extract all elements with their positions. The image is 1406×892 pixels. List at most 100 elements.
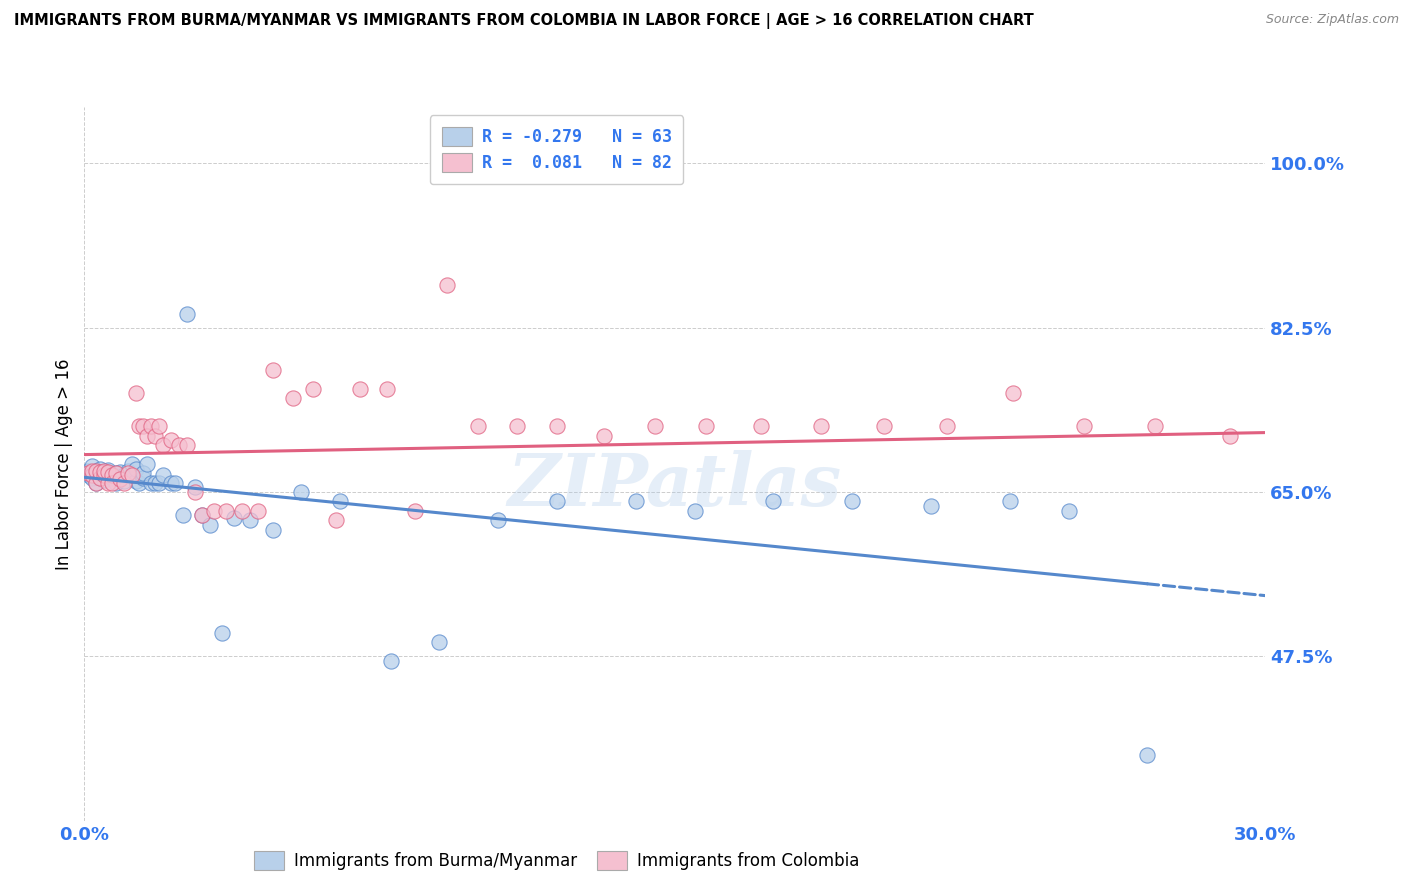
Point <box>810 419 832 434</box>
Point <box>486 513 509 527</box>
Point <box>112 468 135 483</box>
Point <box>301 382 323 396</box>
Point <box>82 458 104 473</box>
Point <box>191 508 214 523</box>
Point <box>349 382 371 396</box>
Point <box>404 504 426 518</box>
Point <box>132 419 155 434</box>
Point <box>124 386 146 401</box>
Point <box>82 464 104 478</box>
Point <box>77 468 100 483</box>
Point <box>97 475 120 490</box>
Point <box>644 419 666 434</box>
Point <box>112 475 135 490</box>
Point <box>211 625 233 640</box>
Point <box>506 419 529 434</box>
Point <box>124 474 146 488</box>
Point <box>593 428 616 442</box>
Point <box>751 419 773 434</box>
Point <box>141 419 163 434</box>
Point <box>176 307 198 321</box>
Point <box>1144 419 1167 434</box>
Point <box>176 438 198 452</box>
Point <box>93 467 115 481</box>
Point <box>202 504 225 518</box>
Point <box>998 494 1021 508</box>
Text: IMMIGRANTS FROM BURMA/MYANMAR VS IMMIGRANTS FROM COLOMBIA IN LABOR FORCE | AGE >: IMMIGRANTS FROM BURMA/MYANMAR VS IMMIGRA… <box>14 13 1033 29</box>
Point <box>222 511 245 525</box>
Point <box>128 419 150 434</box>
Point <box>84 475 107 490</box>
Point <box>121 457 143 471</box>
Point <box>935 419 957 434</box>
Point <box>683 504 706 518</box>
Point <box>427 635 450 649</box>
Point <box>380 654 402 668</box>
Point <box>1136 747 1159 762</box>
Point <box>132 471 155 485</box>
Point <box>183 480 205 494</box>
Point <box>104 467 127 481</box>
Point <box>239 513 262 527</box>
Point <box>93 473 115 487</box>
Point <box>160 475 183 490</box>
Point <box>97 463 120 477</box>
Point <box>117 467 139 481</box>
Y-axis label: In Labor Force | Age > 16: In Labor Force | Age > 16 <box>55 358 73 570</box>
Point <box>89 471 111 485</box>
Point <box>82 467 104 481</box>
Point <box>1219 428 1241 442</box>
Point <box>167 438 190 452</box>
Point <box>160 434 183 448</box>
Point <box>467 419 489 434</box>
Point <box>84 465 107 479</box>
Point <box>108 471 131 485</box>
Point <box>84 468 107 483</box>
Point <box>132 467 155 481</box>
Point <box>325 513 347 527</box>
Point <box>136 428 159 442</box>
Point <box>82 468 104 483</box>
Point <box>97 468 120 483</box>
Point <box>82 471 104 485</box>
Point <box>141 475 163 490</box>
Point <box>436 278 458 293</box>
Point <box>841 494 863 508</box>
Point <box>148 475 170 490</box>
Point <box>108 472 131 486</box>
Point <box>200 517 222 532</box>
Point <box>108 465 131 479</box>
Point <box>84 475 107 490</box>
Point <box>124 461 146 475</box>
Point <box>128 475 150 490</box>
Point <box>163 475 186 490</box>
Point <box>101 468 124 483</box>
Point <box>136 457 159 471</box>
Point <box>152 438 174 452</box>
Point <box>89 465 111 479</box>
Point <box>1057 504 1080 518</box>
Point <box>77 467 100 481</box>
Point <box>920 499 942 513</box>
Point <box>89 462 111 476</box>
Point <box>290 485 312 500</box>
Point <box>262 523 284 537</box>
Point <box>377 382 399 396</box>
Point <box>121 468 143 483</box>
Point <box>97 465 120 479</box>
Point <box>1002 386 1025 401</box>
Point <box>872 419 894 434</box>
Point <box>104 467 127 481</box>
Point <box>546 419 568 434</box>
Point <box>262 363 284 377</box>
Point <box>112 474 135 488</box>
Point <box>93 464 115 478</box>
Point <box>246 504 269 518</box>
Point <box>101 471 124 485</box>
Point <box>1372 428 1395 442</box>
Point <box>281 391 304 405</box>
Point <box>1073 419 1095 434</box>
Text: Source: ZipAtlas.com: Source: ZipAtlas.com <box>1265 13 1399 27</box>
Point <box>231 504 253 518</box>
Point <box>624 494 647 508</box>
